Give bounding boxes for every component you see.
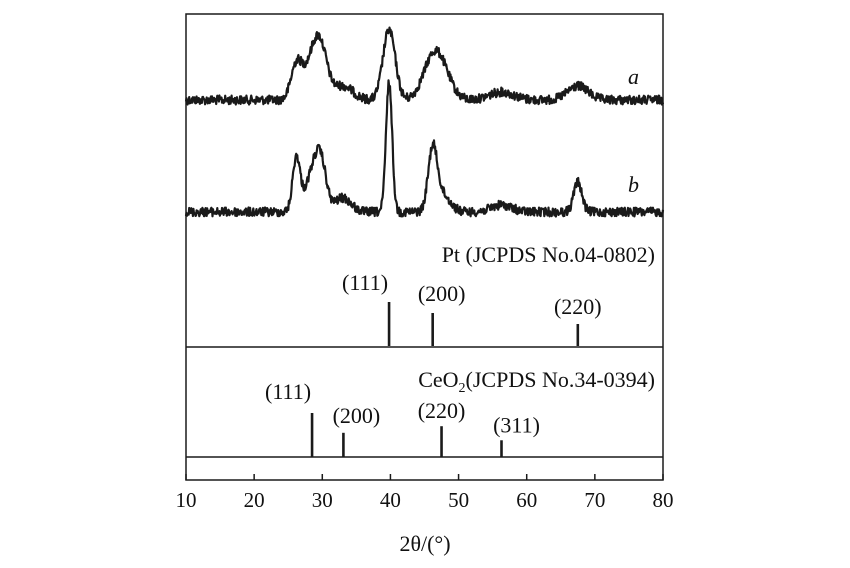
x-tick-label-6: 70	[584, 488, 605, 512]
series-label-a: a	[628, 64, 639, 89]
x-tick-label-5: 60	[516, 488, 537, 512]
x-tick-label-4: 50	[448, 488, 469, 512]
plot-frame	[185, 13, 664, 481]
series-label-b: b	[628, 172, 639, 197]
series-trace-a	[184, 26, 665, 106]
ceo2-hkl-label-2: (220)	[418, 398, 466, 423]
series-trace-b	[184, 79, 665, 218]
ceo2-hkl-label-0: (111)	[265, 379, 311, 404]
x-tick-label-2: 30	[312, 488, 333, 512]
x-axis-label: 2θ/(°)	[399, 531, 450, 556]
pt-hkl-label-0: (111)	[342, 270, 388, 295]
ceo2-hkl-label-1: (200)	[333, 403, 381, 428]
ceo2-reference-title: CeO2(JCPDS No.34-0394)	[418, 367, 655, 396]
ceo2-hkl-label-3: (311)	[493, 412, 540, 437]
x-tick-label-3: 40	[380, 488, 401, 512]
ceo2-title-sub: 2	[459, 381, 466, 396]
pt-reference-lines: (111) (200) (220)	[342, 270, 602, 346]
ceo2-reference-lines: (111) (200) (220) (311)	[265, 379, 540, 457]
ceo2-title-rest: (JCPDS No.34-0394)	[466, 367, 655, 392]
x-tick-label-7: 80	[653, 488, 674, 512]
x-tick-label-1: 20	[244, 488, 265, 512]
x-axis: 10 20 30 40 50 60 70 80	[176, 474, 674, 512]
pt-reference-title: Pt (JCPDS No.04-0802)	[442, 242, 655, 267]
ceo2-title-main: CeO	[418, 367, 458, 392]
pt-hkl-label-2: (220)	[554, 294, 602, 319]
xrd-traces	[184, 26, 665, 218]
x-tick-label-0: 10	[176, 488, 197, 512]
pt-hkl-label-1: (200)	[418, 281, 466, 306]
